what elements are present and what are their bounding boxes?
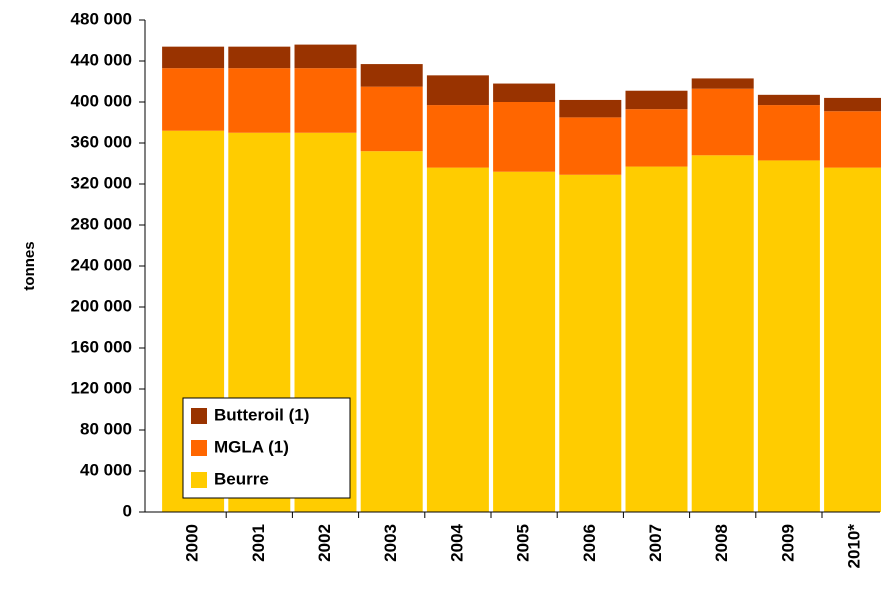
bar-segment bbox=[294, 68, 357, 133]
bar-segment bbox=[426, 167, 489, 512]
y-tick-label: 80 000 bbox=[80, 419, 132, 438]
y-tick-label: 160 000 bbox=[71, 337, 132, 356]
x-tick-label: 2004 bbox=[447, 523, 466, 561]
legend-swatch bbox=[191, 472, 207, 488]
bar-segment bbox=[757, 105, 820, 161]
bar-segment bbox=[625, 166, 688, 512]
x-tick-label: 2006 bbox=[580, 524, 599, 562]
x-tick-label: 2009 bbox=[778, 524, 797, 562]
y-tick-label: 280 000 bbox=[71, 214, 132, 233]
x-tick-label: 2001 bbox=[249, 524, 268, 562]
y-tick-label: 0 bbox=[123, 501, 132, 520]
bar-segment bbox=[824, 97, 881, 112]
bar-segment bbox=[228, 68, 291, 133]
bar-segment bbox=[360, 151, 423, 512]
legend-label: MGLA (1) bbox=[214, 437, 289, 456]
bar-segment bbox=[691, 88, 754, 156]
x-tick-label: 2003 bbox=[381, 524, 400, 562]
legend-swatch bbox=[191, 408, 207, 424]
bar-segment bbox=[691, 78, 754, 89]
bar-segment bbox=[360, 86, 423, 152]
bar-segment bbox=[493, 171, 556, 512]
bar-segment bbox=[824, 167, 881, 512]
legend-label: Beurre bbox=[214, 469, 269, 488]
x-tick-label: 2010* bbox=[845, 524, 864, 569]
bar-segment bbox=[691, 155, 754, 513]
y-tick-label: 40 000 bbox=[80, 460, 132, 479]
x-tick-label: 2005 bbox=[514, 524, 533, 562]
bar-segment bbox=[360, 64, 423, 87]
legend-swatch bbox=[191, 440, 207, 456]
bar-segment bbox=[162, 46, 225, 69]
y-tick-label: 400 000 bbox=[71, 91, 132, 110]
bar-segment bbox=[824, 111, 881, 168]
bar-segment bbox=[426, 75, 489, 106]
y-tick-label: 200 000 bbox=[71, 296, 132, 315]
x-tick-label: 2008 bbox=[712, 524, 731, 562]
legend-label: Butteroil (1) bbox=[214, 405, 309, 424]
bar-segment bbox=[625, 90, 688, 110]
bar-segment bbox=[294, 44, 357, 69]
y-tick-label: 240 000 bbox=[71, 255, 132, 274]
y-tick-label: 360 000 bbox=[71, 132, 132, 151]
bar-segment bbox=[162, 68, 225, 131]
x-tick-label: 2000 bbox=[183, 524, 202, 562]
x-tick-label: 2002 bbox=[315, 524, 334, 562]
legend-box bbox=[182, 397, 351, 499]
y-tick-label: 440 000 bbox=[71, 50, 132, 69]
y-tick-label: 480 000 bbox=[71, 9, 132, 28]
x-tick-label: 2007 bbox=[646, 524, 665, 562]
bar-segment bbox=[625, 109, 688, 167]
bar-segment bbox=[757, 94, 820, 106]
bar-segment bbox=[426, 105, 489, 168]
bar-segment bbox=[493, 83, 556, 102]
bar-segment bbox=[228, 46, 291, 69]
y-axis-label: tonnes bbox=[21, 241, 38, 290]
bar-segment bbox=[757, 160, 820, 513]
bar-segment bbox=[493, 102, 556, 172]
bar-segment bbox=[559, 174, 622, 512]
bar-segment bbox=[559, 99, 622, 118]
bar-segment bbox=[559, 117, 622, 175]
y-tick-label: 120 000 bbox=[71, 378, 132, 397]
y-tick-label: 320 000 bbox=[71, 173, 132, 192]
